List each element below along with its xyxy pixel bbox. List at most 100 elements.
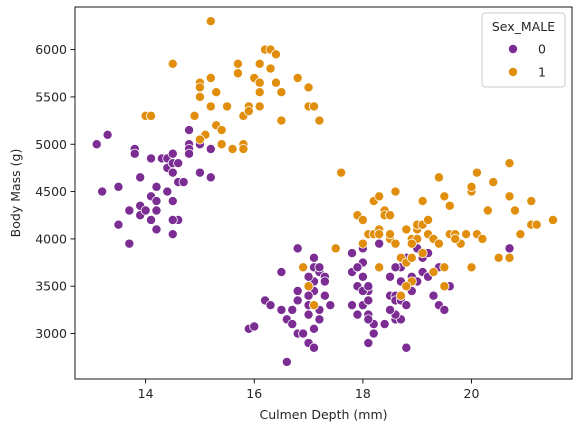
data-point-sex-0 xyxy=(385,304,396,315)
data-point-sex-1 xyxy=(406,238,417,249)
data-point-sex-0 xyxy=(292,243,303,254)
data-point-sex-0 xyxy=(167,229,178,240)
data-point-sex-1 xyxy=(270,77,281,88)
data-point-sex-1 xyxy=(265,63,276,74)
data-point-sex-0 xyxy=(135,172,146,183)
data-point-sex-0 xyxy=(140,205,151,216)
data-point-sex-1 xyxy=(401,224,412,235)
data-point-sex-1 xyxy=(298,262,309,273)
data-point-sex-0 xyxy=(292,285,303,296)
data-point-sex-1 xyxy=(238,143,249,154)
data-point-sex-1 xyxy=(526,196,537,207)
data-point-sex-1 xyxy=(211,87,222,98)
data-point-sex-1 xyxy=(385,229,396,240)
data-point-sex-0 xyxy=(113,219,124,230)
data-point-sex-0 xyxy=(205,172,216,183)
data-point-sex-0 xyxy=(151,205,162,216)
data-point-sex-1 xyxy=(276,115,287,126)
data-point-sex-1 xyxy=(216,139,227,150)
data-point-sex-0 xyxy=(184,148,195,159)
data-point-sex-0 xyxy=(368,328,379,339)
data-point-sex-0 xyxy=(287,304,298,315)
data-point-sex-0 xyxy=(303,290,314,301)
data-point-sex-1 xyxy=(205,72,216,83)
data-point-sex-1 xyxy=(254,77,265,88)
data-point-sex-1 xyxy=(336,167,347,178)
data-point-sex-1 xyxy=(357,214,368,225)
data-point-sex-1 xyxy=(450,233,461,244)
data-point-sex-1 xyxy=(216,125,227,136)
data-point-sex-0 xyxy=(439,304,450,315)
data-point-sex-1 xyxy=(194,91,205,102)
data-point-sex-0 xyxy=(298,328,309,339)
data-point-sex-0 xyxy=(504,243,515,254)
y-tick-label: 5000 xyxy=(35,137,67,152)
data-point-sex-0 xyxy=(167,214,178,225)
data-point-sex-0 xyxy=(352,262,363,273)
data-point-sex-1 xyxy=(222,101,233,112)
data-point-sex-0 xyxy=(146,153,157,164)
data-point-sex-0 xyxy=(374,238,385,249)
data-point-sex-0 xyxy=(292,295,303,306)
data-point-sex-1 xyxy=(146,110,157,121)
data-point-sex-0 xyxy=(151,181,162,192)
data-point-sex-0 xyxy=(124,205,135,216)
data-point-sex-0 xyxy=(205,143,216,154)
data-point-sex-1 xyxy=(167,58,178,69)
data-point-sex-1 xyxy=(547,214,558,225)
data-point-sex-1 xyxy=(428,267,439,278)
points-layer xyxy=(91,16,558,367)
data-point-sex-1 xyxy=(194,82,205,93)
data-point-sex-1 xyxy=(406,252,417,263)
data-point-sex-1 xyxy=(504,252,515,263)
data-point-sex-1 xyxy=(466,181,477,192)
data-point-sex-0 xyxy=(97,186,108,197)
data-point-sex-1 xyxy=(254,58,265,69)
data-point-sex-0 xyxy=(314,314,325,325)
data-point-sex-0 xyxy=(276,267,287,278)
data-point-sex-0 xyxy=(314,262,325,273)
data-point-sex-0 xyxy=(287,319,298,330)
data-point-sex-1 xyxy=(466,262,477,273)
data-point-sex-1 xyxy=(314,115,325,126)
legend: Sex_MALE 0 1 xyxy=(481,12,566,88)
data-point-sex-1 xyxy=(189,110,200,121)
data-point-sex-0 xyxy=(173,158,184,169)
data-point-sex-0 xyxy=(325,300,336,311)
data-point-sex-1 xyxy=(504,158,515,169)
data-point-sex-0 xyxy=(319,290,330,301)
data-point-sex-0 xyxy=(178,177,189,188)
data-point-sex-0 xyxy=(91,139,102,150)
data-point-sex-0 xyxy=(151,196,162,207)
legend-marker-0 xyxy=(507,44,518,55)
data-point-sex-1 xyxy=(471,167,482,178)
data-point-sex-0 xyxy=(167,196,178,207)
legend-marker-1 xyxy=(507,67,518,78)
data-point-sex-0 xyxy=(184,125,195,136)
data-point-sex-1 xyxy=(444,200,455,211)
data-point-sex-0 xyxy=(319,276,330,287)
data-point-sex-1 xyxy=(482,205,493,216)
data-point-sex-1 xyxy=(385,210,396,221)
data-point-sex-1 xyxy=(205,101,216,112)
data-point-sex-1 xyxy=(374,229,385,240)
legend-frame xyxy=(481,12,566,88)
data-point-sex-1 xyxy=(357,238,368,249)
data-point-sex-1 xyxy=(439,262,450,273)
data-point-sex-0 xyxy=(146,214,157,225)
data-point-sex-1 xyxy=(433,238,444,249)
data-point-sex-0 xyxy=(352,309,363,320)
data-point-sex-0 xyxy=(124,238,135,249)
data-point-sex-0 xyxy=(428,290,439,301)
data-point-sex-0 xyxy=(363,314,374,325)
data-point-sex-1 xyxy=(417,196,428,207)
data-point-sex-1 xyxy=(395,290,406,301)
data-point-sex-0 xyxy=(102,129,113,140)
y-tick-label: 6000 xyxy=(35,42,67,57)
x-axis-label: Culmen Depth (mm) xyxy=(259,407,387,422)
data-point-sex-0 xyxy=(265,300,276,311)
data-point-sex-1 xyxy=(254,87,265,98)
data-point-sex-0 xyxy=(401,342,412,353)
data-point-sex-1 xyxy=(270,49,281,60)
